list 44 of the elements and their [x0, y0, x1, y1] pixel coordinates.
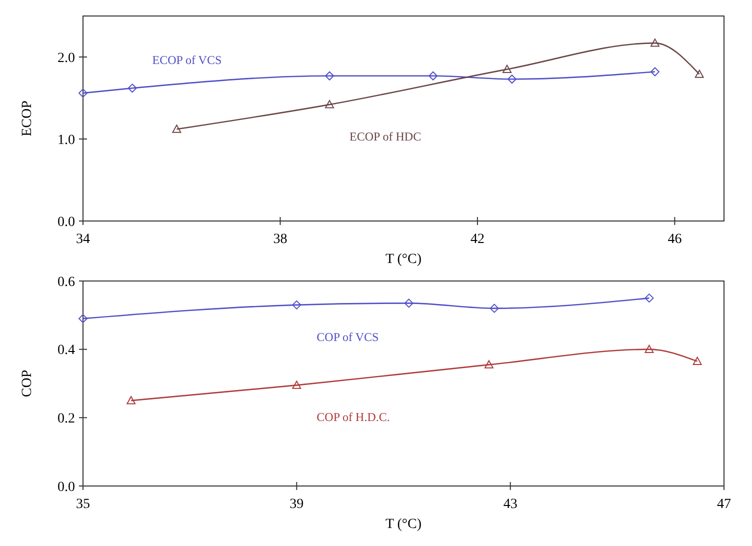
point	[650, 67, 660, 76]
point	[694, 70, 704, 78]
y-axis-title: ECOP	[20, 100, 35, 136]
point	[484, 360, 494, 368]
point	[172, 124, 182, 133]
text: COP of VCS	[316, 330, 379, 344]
y-tick-label: 2.0	[58, 50, 75, 66]
y-tick-label: 0.0	[58, 214, 75, 230]
y-tick-label: 0.4	[58, 343, 75, 358]
point	[644, 294, 654, 303]
point	[292, 300, 302, 310]
point	[325, 71, 334, 80]
y-tick-label: 0.2	[58, 412, 75, 427]
x-axis-title: T (°C)	[385, 252, 422, 267]
point	[490, 304, 499, 313]
y-tick-label: 1.0	[58, 132, 75, 148]
point	[292, 380, 302, 389]
point	[126, 396, 136, 404]
y-tick-label: 0.0	[58, 480, 75, 495]
x-tick-label: 39	[290, 497, 304, 512]
series-label: ECOP of VCS	[152, 53, 222, 68]
x-tick-label: 34	[76, 232, 90, 247]
point	[507, 74, 516, 84]
y-tick-label: 0.6	[58, 274, 75, 290]
point	[78, 88, 88, 98]
x-tick-label: 43	[503, 497, 518, 512]
y-axis-title: COP	[20, 370, 35, 398]
text: ECOP of HDC	[350, 130, 422, 144]
point	[644, 344, 654, 354]
x-tick-label: 35	[76, 497, 90, 512]
x-tick-label: 42	[470, 232, 484, 247]
point	[404, 298, 414, 308]
x-tick-label: 47	[717, 497, 731, 512]
point	[692, 356, 702, 365]
point	[650, 38, 660, 47]
point	[128, 84, 137, 93]
point	[502, 64, 512, 73]
x-axis-title: T (°C)	[385, 517, 422, 532]
point	[325, 100, 334, 108]
point	[428, 71, 438, 80]
point	[78, 314, 88, 324]
x-tick-label: 38	[273, 232, 288, 247]
text: COP of H.D.C.	[316, 410, 390, 424]
x-tick-label: 46	[668, 232, 682, 247]
